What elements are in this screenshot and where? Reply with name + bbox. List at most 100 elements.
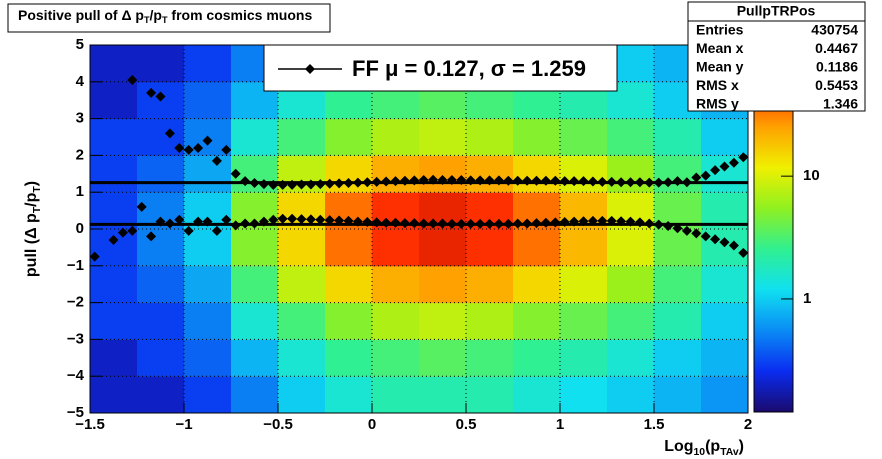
y-tick-label: 0 [76,220,84,237]
legend [263,44,618,92]
y-tick-label: 5 [76,36,84,53]
data-point [625,177,636,188]
heatmap-cell [560,118,608,156]
data-point [663,177,674,188]
text-part: ) [739,438,744,455]
data-point [315,214,326,225]
data-point [108,235,119,246]
heatmap-cell [184,376,232,414]
heatmap-cell [466,265,514,304]
x-tick-label: −1 [175,416,192,433]
heatmap-cell [184,45,232,83]
data-point [681,225,692,236]
text-part: /p [150,7,162,23]
heatmap-cell [231,118,279,156]
y-tick-label: −2 [67,294,84,311]
data-point [578,216,589,227]
data-point [305,179,316,190]
data-point [569,176,580,187]
data-point [183,225,194,236]
heatmap-cell [560,302,608,340]
data-point [193,143,204,154]
heatmap-cell [607,118,655,156]
y-tick-label: 3 [76,110,84,127]
data-point [569,216,580,227]
data-point [343,215,354,226]
data-point [164,128,175,139]
marks [89,74,749,262]
data-point [296,214,307,225]
data-point [183,144,194,155]
data-point [211,225,222,236]
subscript: T [32,206,43,213]
heatmap-cell [90,339,138,377]
data-point [719,237,730,248]
heatmap-cell [372,339,420,377]
heatmap-cell [560,339,608,377]
heatmap-cell [90,229,138,267]
heatmap-cell [372,155,420,193]
data-point [437,218,448,229]
y-tick-label: −3 [67,330,84,347]
data-point [587,215,598,226]
x-tick-label: 2 [744,416,752,433]
data-point [240,218,251,229]
data-point [155,91,166,102]
text-part: /p [23,192,40,206]
heatmap-cell [137,339,185,377]
x-tick-label: 1.5 [644,416,665,433]
data-point [606,215,617,226]
stats-value: 1.346 [823,96,858,112]
z-tick-label: 10 [803,167,820,184]
heatmap-cell [137,45,185,83]
legend-entry: FF μ = 0.127, σ = 1.259 [278,56,586,81]
data-point [324,215,335,226]
stats: PullpTRPos Entries 430754 Mean x 0.4467 Mean … [688,3,865,112]
stats-label: RMS x [696,77,739,93]
data-point [597,176,608,187]
heatmap-cell [701,118,749,156]
stats-box [687,1,866,112]
heatmap-cell [231,376,279,414]
data-point [127,74,138,85]
data-point [634,177,645,188]
data-point [362,177,373,188]
data-point [578,176,589,187]
data-point [268,179,279,190]
data-point [202,216,213,227]
data-point [258,216,269,227]
data-point [493,175,504,186]
heatmap-cell [466,229,514,267]
stats-label: Mean x [696,40,744,56]
data-point [465,175,476,186]
data-point [277,179,288,190]
x-tick-label: −0.5 [263,416,293,433]
heatmap-cell [466,118,514,156]
text-part: from cosmics muons [168,7,313,23]
data-point [437,175,448,186]
data-point [174,214,185,225]
heatmap-cell [560,376,608,414]
data-point [409,175,420,186]
heatmap-cell [231,265,279,304]
heatmap-cell [325,376,373,414]
data-point [117,227,128,238]
data-point [550,217,561,228]
heatmap-cell [90,376,138,414]
data-point [334,215,345,226]
heatmap-cell [90,81,138,120]
x-tick-label: −1.5 [75,416,105,433]
data-point [616,216,627,227]
data-point [240,176,251,187]
data-point [710,234,721,245]
heatmap-cell [513,265,561,304]
data-point [446,175,457,186]
text-part: Log [664,438,693,455]
data-point [456,175,467,186]
data-point [672,223,683,234]
y-tick-label: 2 [76,146,84,163]
data-point [334,178,345,189]
x-tick-label: 1 [556,416,564,433]
data-point [381,176,392,187]
data-point [540,217,551,228]
